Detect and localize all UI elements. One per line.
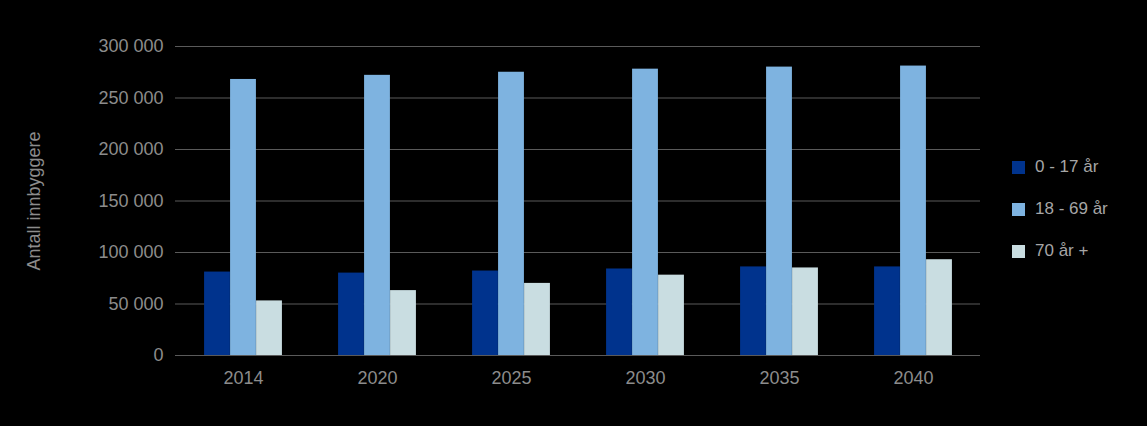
svg-text:100 000: 100 000 bbox=[98, 242, 163, 262]
svg-text:150 000: 150 000 bbox=[98, 191, 163, 211]
svg-text:250 000: 250 000 bbox=[98, 88, 163, 108]
svg-text:2040: 2040 bbox=[893, 368, 933, 388]
svg-text:50 000: 50 000 bbox=[108, 294, 163, 314]
svg-text:2014: 2014 bbox=[223, 368, 263, 388]
svg-text:200 000: 200 000 bbox=[98, 139, 163, 159]
svg-text:300 000: 300 000 bbox=[98, 36, 163, 56]
svg-text:0: 0 bbox=[153, 345, 163, 365]
svg-text:Antall innbyggere: Antall innbyggere bbox=[24, 131, 44, 270]
svg-text:2030: 2030 bbox=[625, 368, 665, 388]
html-text:0 - 17 år: 0 - 17 år bbox=[1035, 157, 1099, 176]
svg-text:2020: 2020 bbox=[357, 368, 397, 388]
svg-text:2035: 2035 bbox=[759, 368, 799, 388]
svg-text:2025: 2025 bbox=[491, 368, 531, 388]
html-text:70 år +: 70 år + bbox=[1035, 241, 1089, 260]
html-text:18 - 69 år: 18 - 69 år bbox=[1035, 199, 1108, 218]
